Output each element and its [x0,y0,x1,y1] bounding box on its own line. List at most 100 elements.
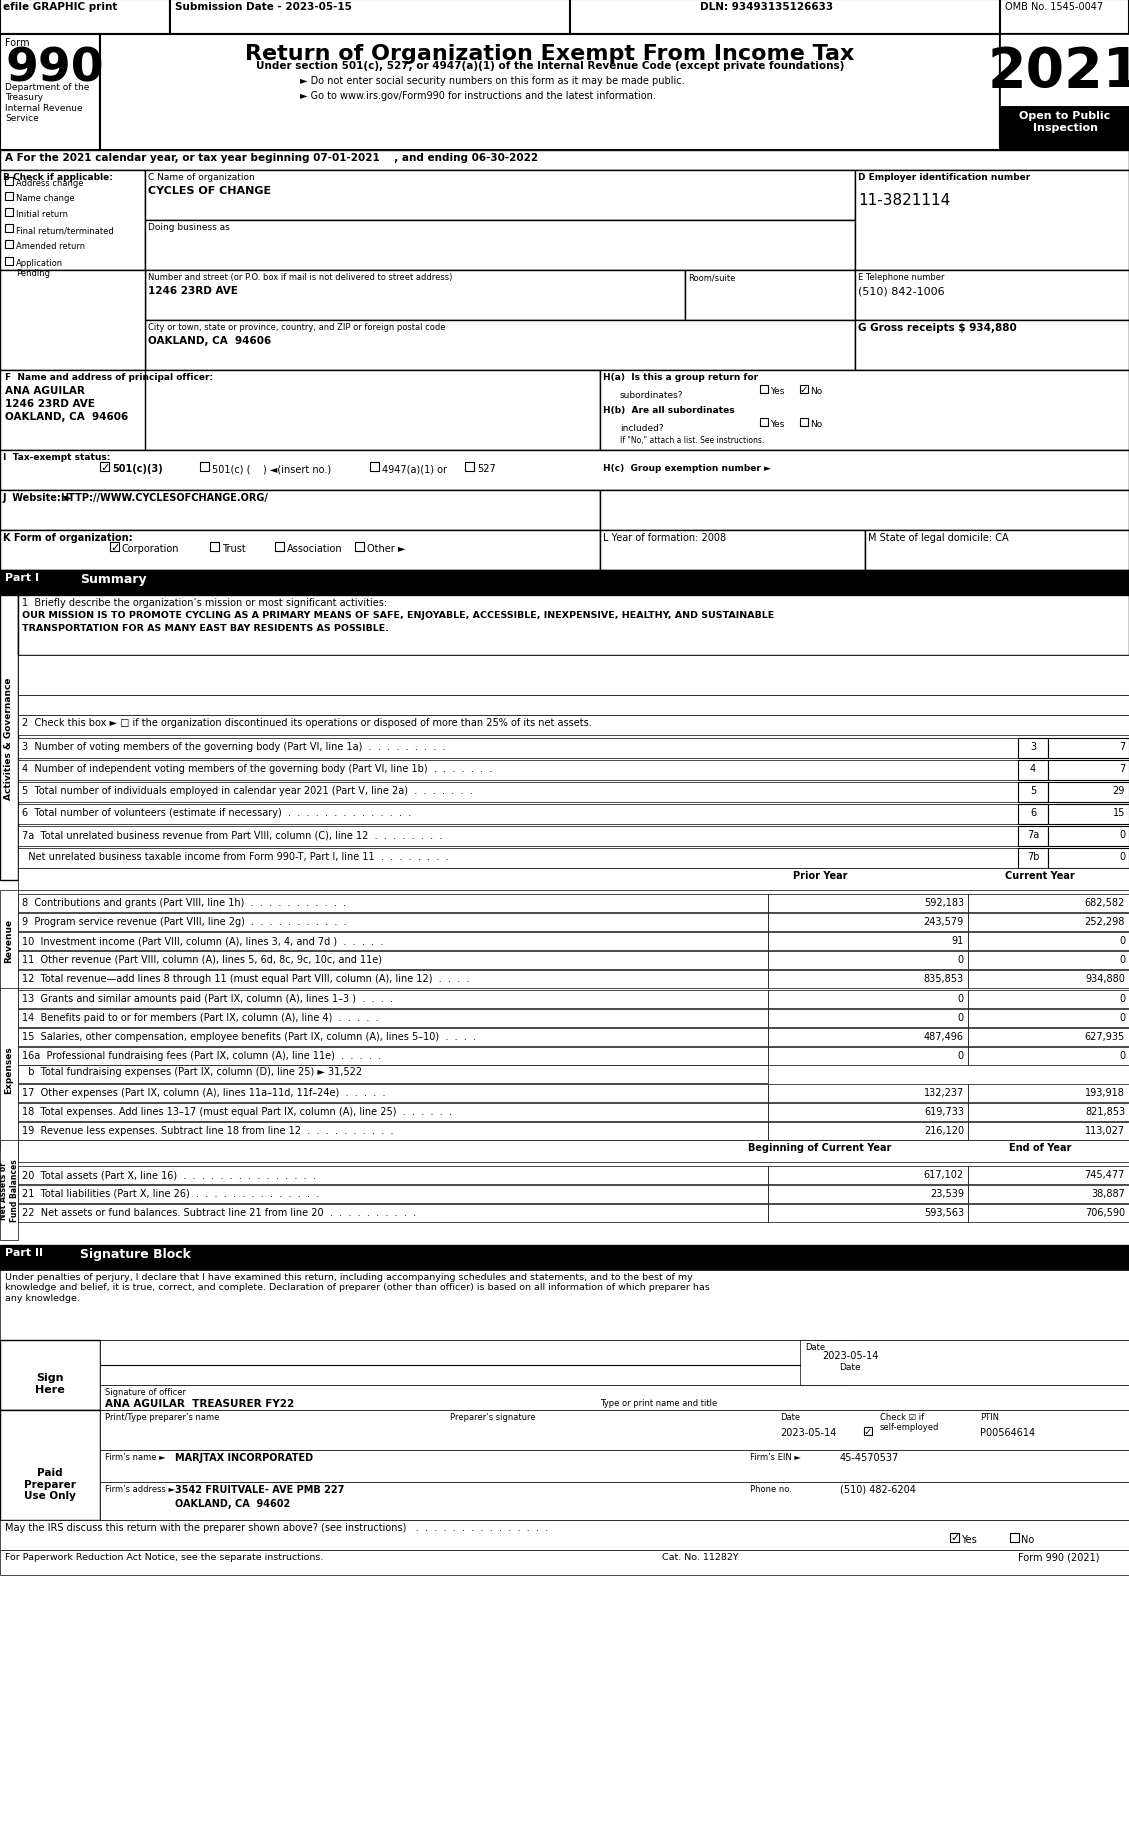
Bar [5,178,14,187]
Bar [0,531,599,571]
Bar [968,895,1129,913]
Text: 593,563: 593,563 [924,1208,964,1217]
Text: D Employer identification number: D Employer identification number [858,172,1031,181]
Bar [0,371,599,450]
Bar [18,1103,768,1122]
Text: 0: 0 [1119,935,1124,946]
Bar [145,271,685,320]
Text: Open to Public
Inspection: Open to Public Inspection [1019,112,1111,132]
Bar [0,271,145,371]
Bar [0,0,170,35]
Text: 4  Number of independent voting members of the governing body (Part VI, line 1b): 4 Number of independent voting members o… [21,763,492,774]
Bar [768,970,968,988]
Bar [1000,35,1129,106]
Bar [5,258,14,265]
Bar [210,544,219,551]
Bar [1048,783,1129,803]
Text: Signature of officer: Signature of officer [105,1387,186,1396]
Text: B Check if applicable:: B Check if applicable: [3,172,113,181]
Bar [968,1028,1129,1047]
Bar [18,805,1018,825]
Bar [0,1340,100,1411]
Bar [18,716,1129,736]
Bar [968,1103,1129,1122]
Bar [760,386,768,393]
Text: b  Total fundraising expenses (Part IX, column (D), line 25) ► 31,522: b Total fundraising expenses (Part IX, c… [21,1067,362,1076]
Text: Firm’s name ►: Firm’s name ► [105,1453,166,1460]
Text: Initial return: Initial return [16,210,68,220]
Bar [100,1449,1129,1482]
Text: H(a)  Is this a group return for: H(a) Is this a group return for [603,373,759,382]
Bar [18,1186,768,1204]
Text: 619,733: 619,733 [924,1107,964,1116]
Text: I  Tax-exempt status:: I Tax-exempt status: [3,452,111,461]
Text: 4947(a)(1) or: 4947(a)(1) or [382,463,447,474]
Text: Application
Pending: Application Pending [16,258,63,278]
Text: 15  Salaries, other compensation, employee benefits (Part IX, column (A), lines : 15 Salaries, other compensation, employe… [21,1032,476,1041]
Bar [1010,1534,1019,1543]
Text: If "No," attach a list. See instructions.: If "No," attach a list. See instructions… [620,436,764,445]
Text: 706,590: 706,590 [1085,1208,1124,1217]
Text: Print/Type preparer’s name: Print/Type preparer’s name [105,1413,219,1422]
Bar [18,849,1018,869]
Bar [599,371,1129,450]
Bar [100,1385,1129,1411]
Bar [18,783,1018,803]
Text: 745,477: 745,477 [1085,1169,1124,1179]
Bar [170,0,570,35]
Text: Department of the
Treasury
Internal Revenue
Service: Department of the Treasury Internal Reve… [5,82,89,123]
Text: Net Assets or
Fund Balances: Net Assets or Fund Balances [0,1158,19,1222]
Text: 5  Total number of individuals employed in calendar year 2021 (Part V, line 2a) : 5 Total number of individuals employed i… [21,785,473,796]
Bar [1018,739,1048,759]
Text: Cat. No. 11282Y: Cat. No. 11282Y [662,1552,738,1561]
Bar [865,531,1129,571]
Bar [0,597,18,880]
Text: Part I: Part I [5,573,40,582]
Text: Beginning of Current Year: Beginning of Current Year [749,1142,892,1153]
Bar [18,695,1129,716]
Bar [18,1122,768,1140]
Text: Trust: Trust [222,544,246,554]
Bar [100,463,110,472]
Text: 682,582: 682,582 [1085,897,1124,908]
Bar [355,544,364,551]
Text: ► Do not enter social security numbers on this form as it may be made public.: ► Do not enter social security numbers o… [300,77,684,86]
Text: A For the 2021 calendar year, or tax year beginning 07-01-2021    , and ending 0: A For the 2021 calendar year, or tax yea… [5,154,539,163]
Text: Yes: Yes [961,1534,977,1545]
Text: 11-3821114: 11-3821114 [858,192,951,209]
Bar [968,1010,1129,1027]
Bar [0,891,18,990]
Text: 0: 0 [957,1050,964,1060]
Text: 216,120: 216,120 [924,1125,964,1135]
Text: Amended return: Amended return [16,242,85,251]
Bar [18,869,1129,891]
Text: 7a: 7a [1027,829,1039,840]
Text: 18  Total expenses. Add lines 13–17 (must equal Part IX, column (A), line 25)  .: 18 Total expenses. Add lines 13–17 (must… [21,1107,452,1116]
Bar [0,1521,1129,1550]
Bar [18,739,1018,759]
Text: 252,298: 252,298 [1085,917,1124,926]
Text: 13  Grants and similar amounts paid (Part IX, column (A), lines 1–3 )  .  .  .  : 13 Grants and similar amounts paid (Part… [21,994,393,1003]
Text: 487,496: 487,496 [924,1032,964,1041]
Bar [275,544,285,551]
Bar [0,1246,1129,1270]
Text: Part II: Part II [5,1248,43,1257]
Bar [465,463,474,472]
Text: 7: 7 [1119,741,1124,752]
Text: 4: 4 [1030,763,1036,774]
Text: 38,887: 38,887 [1091,1188,1124,1199]
Text: (510) 482-6204: (510) 482-6204 [840,1484,916,1493]
Text: 21  Total liabilities (Part X, line 26)  .  .  .  .  .  .  .  .  .  .  .  .  .  : 21 Total liabilities (Part X, line 26) .… [21,1188,320,1199]
Bar [145,221,855,271]
Bar [1048,805,1129,825]
Text: 7b: 7b [1026,851,1040,862]
Text: Phone no.: Phone no. [750,1484,791,1493]
Bar [968,952,1129,970]
Text: 3: 3 [1030,741,1036,752]
Text: ► Go to www.irs.gov/Form990 for instructions and the latest information.: ► Go to www.irs.gov/Form990 for instruct… [300,92,656,101]
Text: Preparer’s signature: Preparer’s signature [450,1413,535,1422]
Text: 12  Total revenue—add lines 8 through 11 (must equal Part VIII, column (A), line: 12 Total revenue—add lines 8 through 11 … [21,974,470,983]
Text: 9  Program service revenue (Part VIII, line 2g)  .  .  .  .  .  .  .  .  .  .  .: 9 Program service revenue (Part VIII, li… [21,917,347,926]
Text: No: No [809,419,822,428]
Text: Date: Date [839,1362,860,1371]
